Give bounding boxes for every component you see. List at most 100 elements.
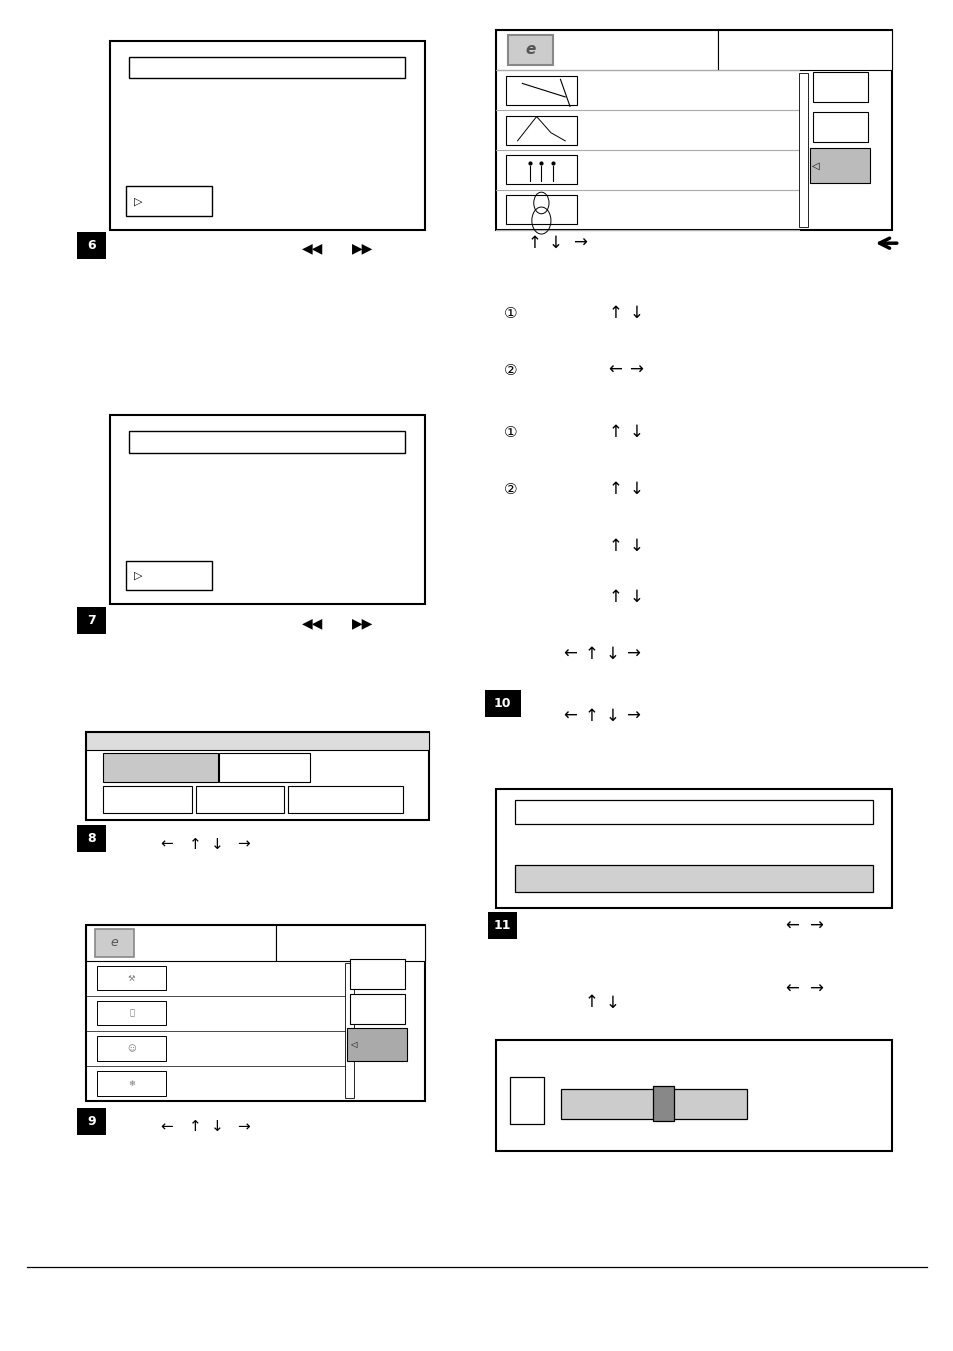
Text: ①: ① bbox=[503, 424, 517, 440]
Bar bbox=[77, 1108, 106, 1135]
Text: →: → bbox=[573, 234, 586, 253]
Bar bbox=[86, 925, 424, 1101]
Text: →: → bbox=[808, 916, 821, 935]
Bar bbox=[350, 994, 405, 1024]
Text: ↓: ↓ bbox=[629, 423, 642, 442]
Text: ↑: ↑ bbox=[608, 588, 621, 607]
Text: ↓: ↓ bbox=[211, 836, 224, 852]
Bar bbox=[110, 415, 424, 604]
Text: ↑: ↑ bbox=[584, 993, 598, 1012]
Text: ←: ← bbox=[563, 707, 577, 725]
Bar bbox=[515, 865, 872, 892]
Bar bbox=[496, 30, 891, 230]
Text: ◁: ◁ bbox=[811, 161, 819, 170]
Bar bbox=[95, 929, 133, 957]
Bar bbox=[496, 30, 717, 70]
Bar bbox=[812, 73, 867, 103]
Bar bbox=[484, 690, 520, 717]
Text: 7: 7 bbox=[87, 613, 96, 627]
Bar bbox=[496, 789, 891, 908]
Text: ↓: ↓ bbox=[629, 536, 642, 555]
Bar bbox=[86, 732, 429, 750]
Bar bbox=[653, 1086, 674, 1121]
Text: ←: ← bbox=[563, 644, 577, 663]
Text: ↑: ↑ bbox=[527, 234, 540, 253]
Text: ②: ② bbox=[503, 481, 517, 497]
Bar bbox=[798, 73, 806, 227]
Text: ↑: ↑ bbox=[608, 304, 621, 323]
Bar bbox=[505, 76, 577, 105]
Bar bbox=[86, 925, 275, 961]
Text: 11: 11 bbox=[494, 919, 511, 932]
Text: ↓: ↓ bbox=[629, 304, 642, 323]
Bar bbox=[345, 963, 355, 1098]
Bar bbox=[97, 1071, 166, 1096]
Text: ↑: ↑ bbox=[584, 644, 598, 663]
Text: ☺: ☺ bbox=[127, 1044, 136, 1052]
Text: ↓: ↓ bbox=[605, 644, 618, 663]
Bar bbox=[560, 1089, 746, 1119]
Text: ↑: ↑ bbox=[608, 480, 621, 499]
Bar bbox=[126, 561, 212, 590]
Bar bbox=[275, 925, 424, 961]
Text: 6: 6 bbox=[87, 239, 96, 253]
Text: ←: ← bbox=[160, 1119, 173, 1135]
Bar bbox=[103, 753, 217, 782]
Text: ←: ← bbox=[160, 836, 173, 852]
Text: ↑: ↑ bbox=[189, 1119, 202, 1135]
Bar bbox=[86, 732, 429, 820]
Text: →: → bbox=[629, 361, 642, 380]
Bar bbox=[505, 155, 577, 185]
Bar bbox=[195, 786, 284, 813]
Text: ←: ← bbox=[784, 916, 798, 935]
Bar bbox=[97, 966, 166, 990]
Text: ①: ① bbox=[503, 305, 517, 322]
Bar bbox=[507, 35, 553, 65]
Bar bbox=[129, 57, 405, 78]
Text: ◀◀: ◀◀ bbox=[302, 616, 323, 630]
Text: ▶▶: ▶▶ bbox=[352, 616, 373, 630]
Text: ↓: ↓ bbox=[605, 707, 618, 725]
Bar bbox=[505, 116, 577, 145]
Bar bbox=[126, 186, 212, 216]
Text: ◀◀: ◀◀ bbox=[302, 242, 323, 255]
Text: e: e bbox=[111, 936, 118, 950]
Text: →: → bbox=[626, 644, 639, 663]
Text: e: e bbox=[525, 42, 535, 58]
Bar bbox=[515, 800, 872, 824]
Text: →: → bbox=[236, 836, 250, 852]
Text: ↓: ↓ bbox=[629, 588, 642, 607]
Bar bbox=[347, 1028, 407, 1061]
Text: 10: 10 bbox=[494, 697, 511, 711]
Bar bbox=[77, 232, 106, 259]
Bar bbox=[97, 1036, 166, 1061]
Bar bbox=[510, 1077, 543, 1124]
Text: ↑: ↑ bbox=[608, 536, 621, 555]
Bar bbox=[717, 30, 891, 70]
Text: ▷: ▷ bbox=[134, 570, 142, 581]
Text: ◁: ◁ bbox=[349, 1040, 355, 1048]
Text: ▶▶: ▶▶ bbox=[352, 242, 373, 255]
Text: →: → bbox=[236, 1119, 250, 1135]
Text: 8: 8 bbox=[87, 832, 96, 846]
Bar bbox=[129, 431, 405, 453]
Text: ↓: ↓ bbox=[211, 1119, 224, 1135]
Bar bbox=[812, 112, 867, 142]
Text: 〜: 〜 bbox=[129, 1009, 134, 1017]
Text: 9: 9 bbox=[87, 1115, 96, 1128]
Text: ↓: ↓ bbox=[605, 993, 618, 1012]
Bar bbox=[103, 786, 192, 813]
Bar bbox=[809, 149, 869, 184]
Bar bbox=[496, 1040, 891, 1151]
Text: ↓: ↓ bbox=[548, 234, 561, 253]
Text: ↑: ↑ bbox=[584, 707, 598, 725]
Bar bbox=[110, 41, 424, 230]
Text: ←: ← bbox=[784, 979, 798, 998]
Bar bbox=[77, 825, 106, 852]
Text: ←: ← bbox=[608, 361, 621, 380]
Text: ②: ② bbox=[503, 362, 517, 378]
Text: ↑: ↑ bbox=[189, 836, 202, 852]
Bar bbox=[505, 196, 577, 224]
Bar bbox=[488, 912, 517, 939]
Text: ↑: ↑ bbox=[608, 423, 621, 442]
